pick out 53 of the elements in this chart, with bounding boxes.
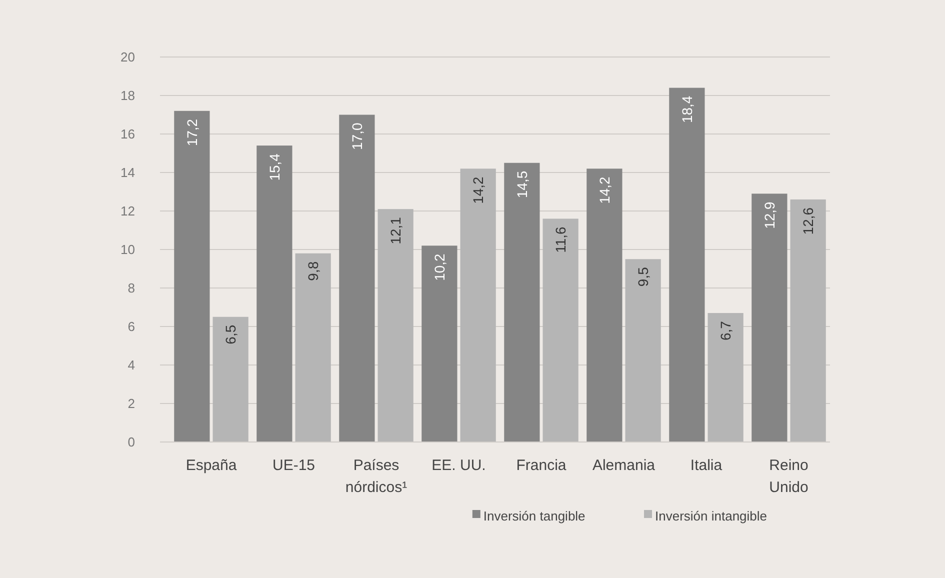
- y-tick-label: 14: [120, 165, 135, 180]
- legend-label: Inversión tangible: [483, 508, 586, 524]
- bar: [504, 162, 540, 442]
- bar: [586, 168, 622, 442]
- data-label: 17,2: [184, 118, 200, 146]
- data-label: 11,6: [552, 226, 569, 253]
- bar: [295, 253, 331, 442]
- data-label: 6,5: [222, 324, 239, 344]
- y-tick-label: 6: [128, 319, 135, 334]
- bar: [212, 316, 248, 442]
- bar: [256, 146, 292, 442]
- data-label: 9,8: [305, 261, 322, 281]
- bar: [790, 199, 826, 442]
- bar: [669, 88, 705, 442]
- bar: [752, 194, 788, 442]
- y-tick-label: 4: [128, 358, 135, 372]
- data-label: 9,5: [635, 266, 652, 287]
- bar: [378, 209, 414, 442]
- y-tick-label: 12: [120, 204, 135, 218]
- data-label: 12,6: [800, 207, 816, 235]
- bar: [174, 110, 210, 442]
- data-label: 12,9: [761, 201, 778, 229]
- data-label: 14,2: [470, 176, 486, 204]
- y-tick-label: 10: [120, 242, 135, 257]
- bar: [625, 259, 661, 442]
- bar: [542, 218, 578, 442]
- x-tick-label: Reino Unido: [769, 457, 808, 496]
- x-tick-label: Italia: [690, 457, 723, 474]
- y-tick-label: 0: [128, 434, 135, 450]
- data-label: 14,5: [514, 170, 530, 198]
- legend-label: Inversión intangible: [655, 508, 768, 524]
- bar: [339, 114, 375, 442]
- y-tick-label: 20: [120, 50, 135, 64]
- bar: [708, 313, 744, 442]
- data-label: 14,2: [596, 176, 612, 204]
- data-label: 10,2: [431, 253, 448, 281]
- y-tick-label: 18: [120, 88, 135, 103]
- x-tick-label: Francia: [516, 457, 567, 474]
- data-label: 12,1: [388, 216, 404, 244]
- data-label: 18,4: [678, 96, 695, 124]
- x-tick-label: EE. UU.: [432, 457, 486, 474]
- y-tick-label: 8: [128, 280, 135, 296]
- x-tick-label: España: [186, 457, 238, 474]
- x-tick-label: Países nórdicos¹: [345, 457, 408, 496]
- data-label: 6,7: [718, 320, 734, 340]
- data-label: 15,4: [266, 153, 282, 181]
- y-tick-label: 2: [128, 396, 135, 411]
- x-tick-label: Alemania: [592, 457, 656, 474]
- y-tick-label: 16: [120, 126, 135, 142]
- bar: [422, 246, 458, 442]
- bar: [460, 168, 496, 442]
- data-label: 17,0: [348, 122, 365, 150]
- x-tick-label: UE-15: [272, 457, 316, 474]
